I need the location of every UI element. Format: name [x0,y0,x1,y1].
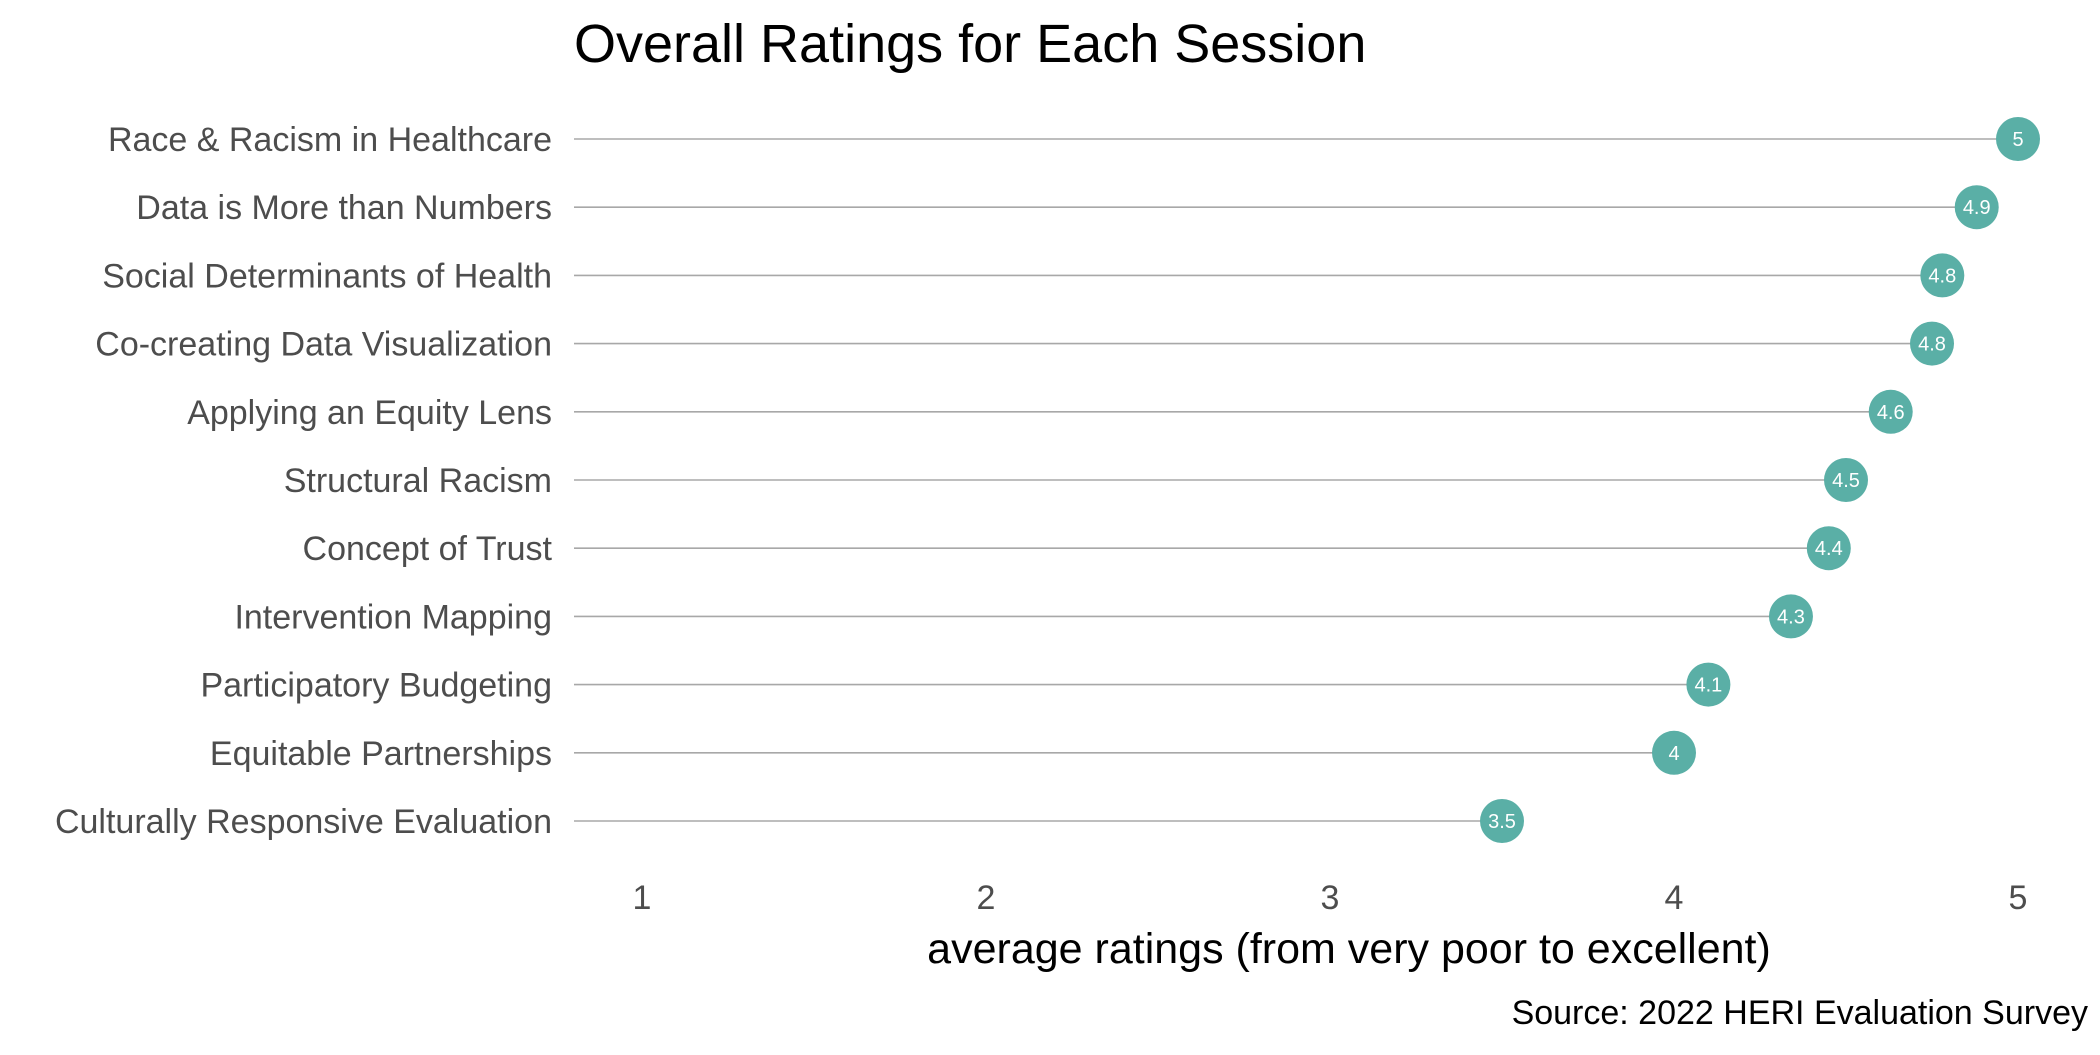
lollipop-dot [1480,799,1524,843]
lollipop-dot [1954,185,1999,230]
lollipop-dot [1996,117,2040,161]
x-tick-label: 1 [633,879,652,917]
x-axis-ticks: 1 2 3 4 5 [633,879,2028,917]
lollipop-dot [1806,526,1851,571]
chart-caption: Source: 2022 HERI Evaluation Survey [1512,994,2088,1032]
data-label: 4 [1668,743,1679,765]
x-tick-label: 4 [1665,879,1684,917]
data-label: 3.5 [1488,811,1516,833]
data-label: 4.4 [1815,538,1843,560]
category-label: Structural Racism [284,462,552,500]
category-label: Concept of Trust [303,530,553,568]
lollipop-dot [1920,253,1965,298]
chart-row: Applying an Equity Lens 4.6 [187,389,1913,434]
data-label: 4.5 [1832,470,1860,492]
lollipop-dot [1910,321,1954,366]
data-label: 4.1 [1694,675,1722,697]
chart-row: Intervention Mapping 4.3 [234,594,1813,639]
data-label: 5 [2012,129,2023,151]
category-label: Co-creating Data Visualization [95,326,552,364]
chart-row: Co-creating Data Visualization 4.8 [95,321,1954,366]
chart-row: Equitable Partnerships 4 [210,730,1696,775]
x-tick-label: 5 [2009,879,2028,917]
x-tick-label: 2 [977,879,996,917]
chart-title: Overall Ratings for Each Session [574,14,1366,74]
category-label: Equitable Partnerships [210,735,552,773]
chart-rows: Race & Racism in Healthcare 5 Data is More… [55,117,2040,843]
x-axis-title: average ratings (from very poor to excel… [927,925,1771,973]
data-label: 4.8 [1928,265,1956,287]
data-label: 4.9 [1963,197,1991,219]
chart-row: Race & Racism in Healthcare 5 [108,117,2040,161]
chart-row: Culturally Responsive Evaluation 3.5 [55,799,1524,843]
chart-row: Participatory Budgeting 4.1 [200,662,1731,707]
category-label: Participatory Budgeting [200,667,552,705]
category-label: Race & Racism in Healthcare [108,121,552,159]
lollipop-dot [1652,730,1696,775]
chart-row: Concept of Trust 4.4 [303,526,1851,571]
data-label: 4.8 [1918,334,1946,356]
category-label: Culturally Responsive Evaluation [55,803,552,841]
lollipop-dot [1824,458,1868,502]
chart-row: Structural Racism 4.5 [284,458,1868,502]
x-tick-label: 3 [1321,879,1340,917]
chart-row: Social Determinants of Health 4.8 [102,253,1965,298]
chart-row: Data is More than Numbers 4.9 [136,185,1999,230]
data-label: 4.3 [1777,606,1805,628]
category-label: Data is More than Numbers [136,189,552,227]
category-label: Intervention Mapping [234,598,552,636]
category-label: Applying an Equity Lens [187,394,552,432]
lollipop-dot [1768,594,1813,639]
data-label: 4.6 [1877,402,1905,424]
lollipop-dot [1868,389,1913,434]
lollipop-dot [1686,662,1731,707]
category-label: Social Determinants of Health [102,257,552,295]
